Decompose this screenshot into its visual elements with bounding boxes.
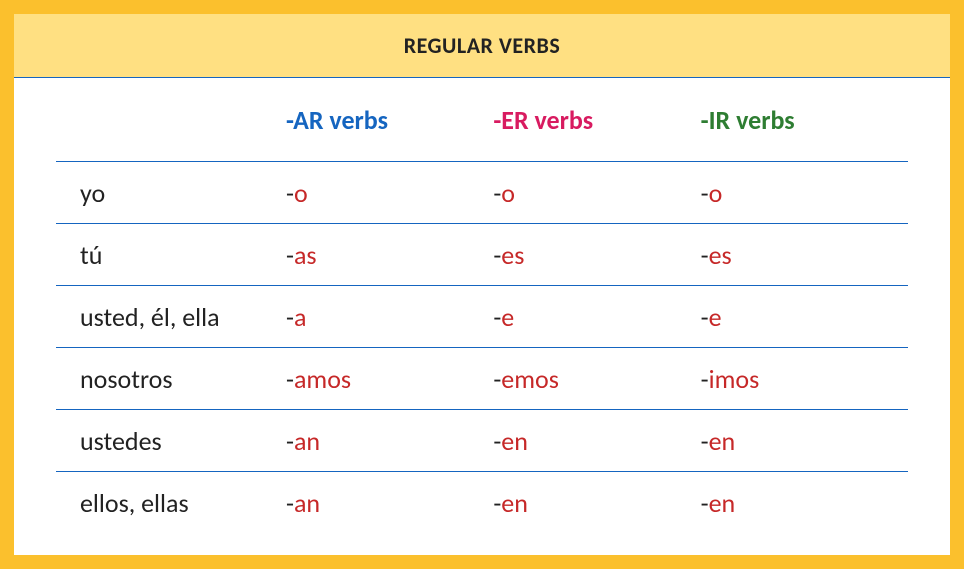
dash: - (286, 363, 294, 395)
table-row: usted, él, ella -a -e -e (56, 286, 908, 348)
ending-cell: -en (493, 487, 700, 519)
col-header-ir-label: -IR verbs (701, 104, 795, 136)
ending-cell: -imos (701, 363, 908, 395)
dash: - (701, 363, 709, 395)
suffix: e (501, 301, 514, 333)
suffix: es (501, 239, 524, 271)
suffix: o (294, 177, 308, 209)
dash: - (286, 425, 294, 457)
table-body: -AR verbs -ER verbs -IR verbs yo -o -o -… (14, 78, 950, 555)
dash: - (701, 239, 709, 271)
ending-cell: -es (493, 239, 700, 271)
suffix: as (294, 239, 317, 271)
dash: - (286, 177, 294, 209)
column-header-row: -AR verbs -ER verbs -IR verbs (56, 78, 908, 162)
table-row: ellos, ellas -an -en -en (56, 472, 908, 534)
dash: - (286, 487, 294, 519)
ending-cell: -a (286, 301, 493, 333)
pronoun-cell: nosotros (56, 363, 286, 395)
suffix: an (294, 425, 320, 457)
table-row: yo -o -o -o (56, 162, 908, 224)
dash: - (701, 487, 709, 519)
ending-cell: -emos (493, 363, 700, 395)
ending-cell: -en (701, 487, 908, 519)
suffix: e (709, 301, 722, 333)
pronoun-cell: tú (56, 239, 286, 271)
suffix: en (501, 425, 528, 457)
suffix: o (709, 177, 723, 209)
suffix: es (709, 239, 732, 271)
suffix: emos (501, 363, 559, 395)
dash: - (701, 425, 709, 457)
ending-cell: -o (286, 177, 493, 209)
pronoun-cell: yo (56, 177, 286, 209)
table-row: ustedes -an -en -en (56, 410, 908, 472)
suffix: en (709, 487, 736, 519)
col-header-ir: -IR verbs (701, 104, 908, 136)
table-title: REGULAR VERBS (404, 32, 561, 59)
pronoun-cell: ellos, ellas (56, 487, 286, 519)
ending-cell: -o (701, 177, 908, 209)
col-header-er: -ER verbs (493, 104, 700, 136)
suffix: amos (294, 363, 351, 395)
ending-cell: -amos (286, 363, 493, 395)
ending-cell: -es (701, 239, 908, 271)
ending-cell: -en (701, 425, 908, 457)
ending-cell: -en (493, 425, 700, 457)
col-header-er-label: -ER verbs (493, 104, 593, 136)
ending-cell: -an (286, 487, 493, 519)
suffix: imos (709, 363, 760, 395)
dash: - (701, 301, 709, 333)
ending-cell: -e (493, 301, 700, 333)
ending-cell: -an (286, 425, 493, 457)
suffix: an (294, 487, 320, 519)
ending-cell: -e (701, 301, 908, 333)
table-row: nosotros -amos -emos -imos (56, 348, 908, 410)
pronoun-cell: ustedes (56, 425, 286, 457)
title-band: REGULAR VERBS (14, 14, 950, 78)
dash: - (286, 239, 294, 271)
pronoun-cell: usted, él, ella (56, 301, 286, 333)
suffix: o (501, 177, 515, 209)
table-row: tú -as -es -es (56, 224, 908, 286)
col-header-ar: -AR verbs (286, 104, 493, 136)
verb-table-frame: REGULAR VERBS -AR verbs -ER verbs -IR ve… (0, 0, 964, 569)
suffix: en (501, 487, 528, 519)
suffix: en (709, 425, 736, 457)
dash: - (701, 177, 709, 209)
ending-cell: -o (493, 177, 700, 209)
suffix: a (294, 301, 306, 333)
col-header-ar-label: -AR verbs (286, 104, 388, 136)
ending-cell: -as (286, 239, 493, 271)
dash: - (286, 301, 294, 333)
